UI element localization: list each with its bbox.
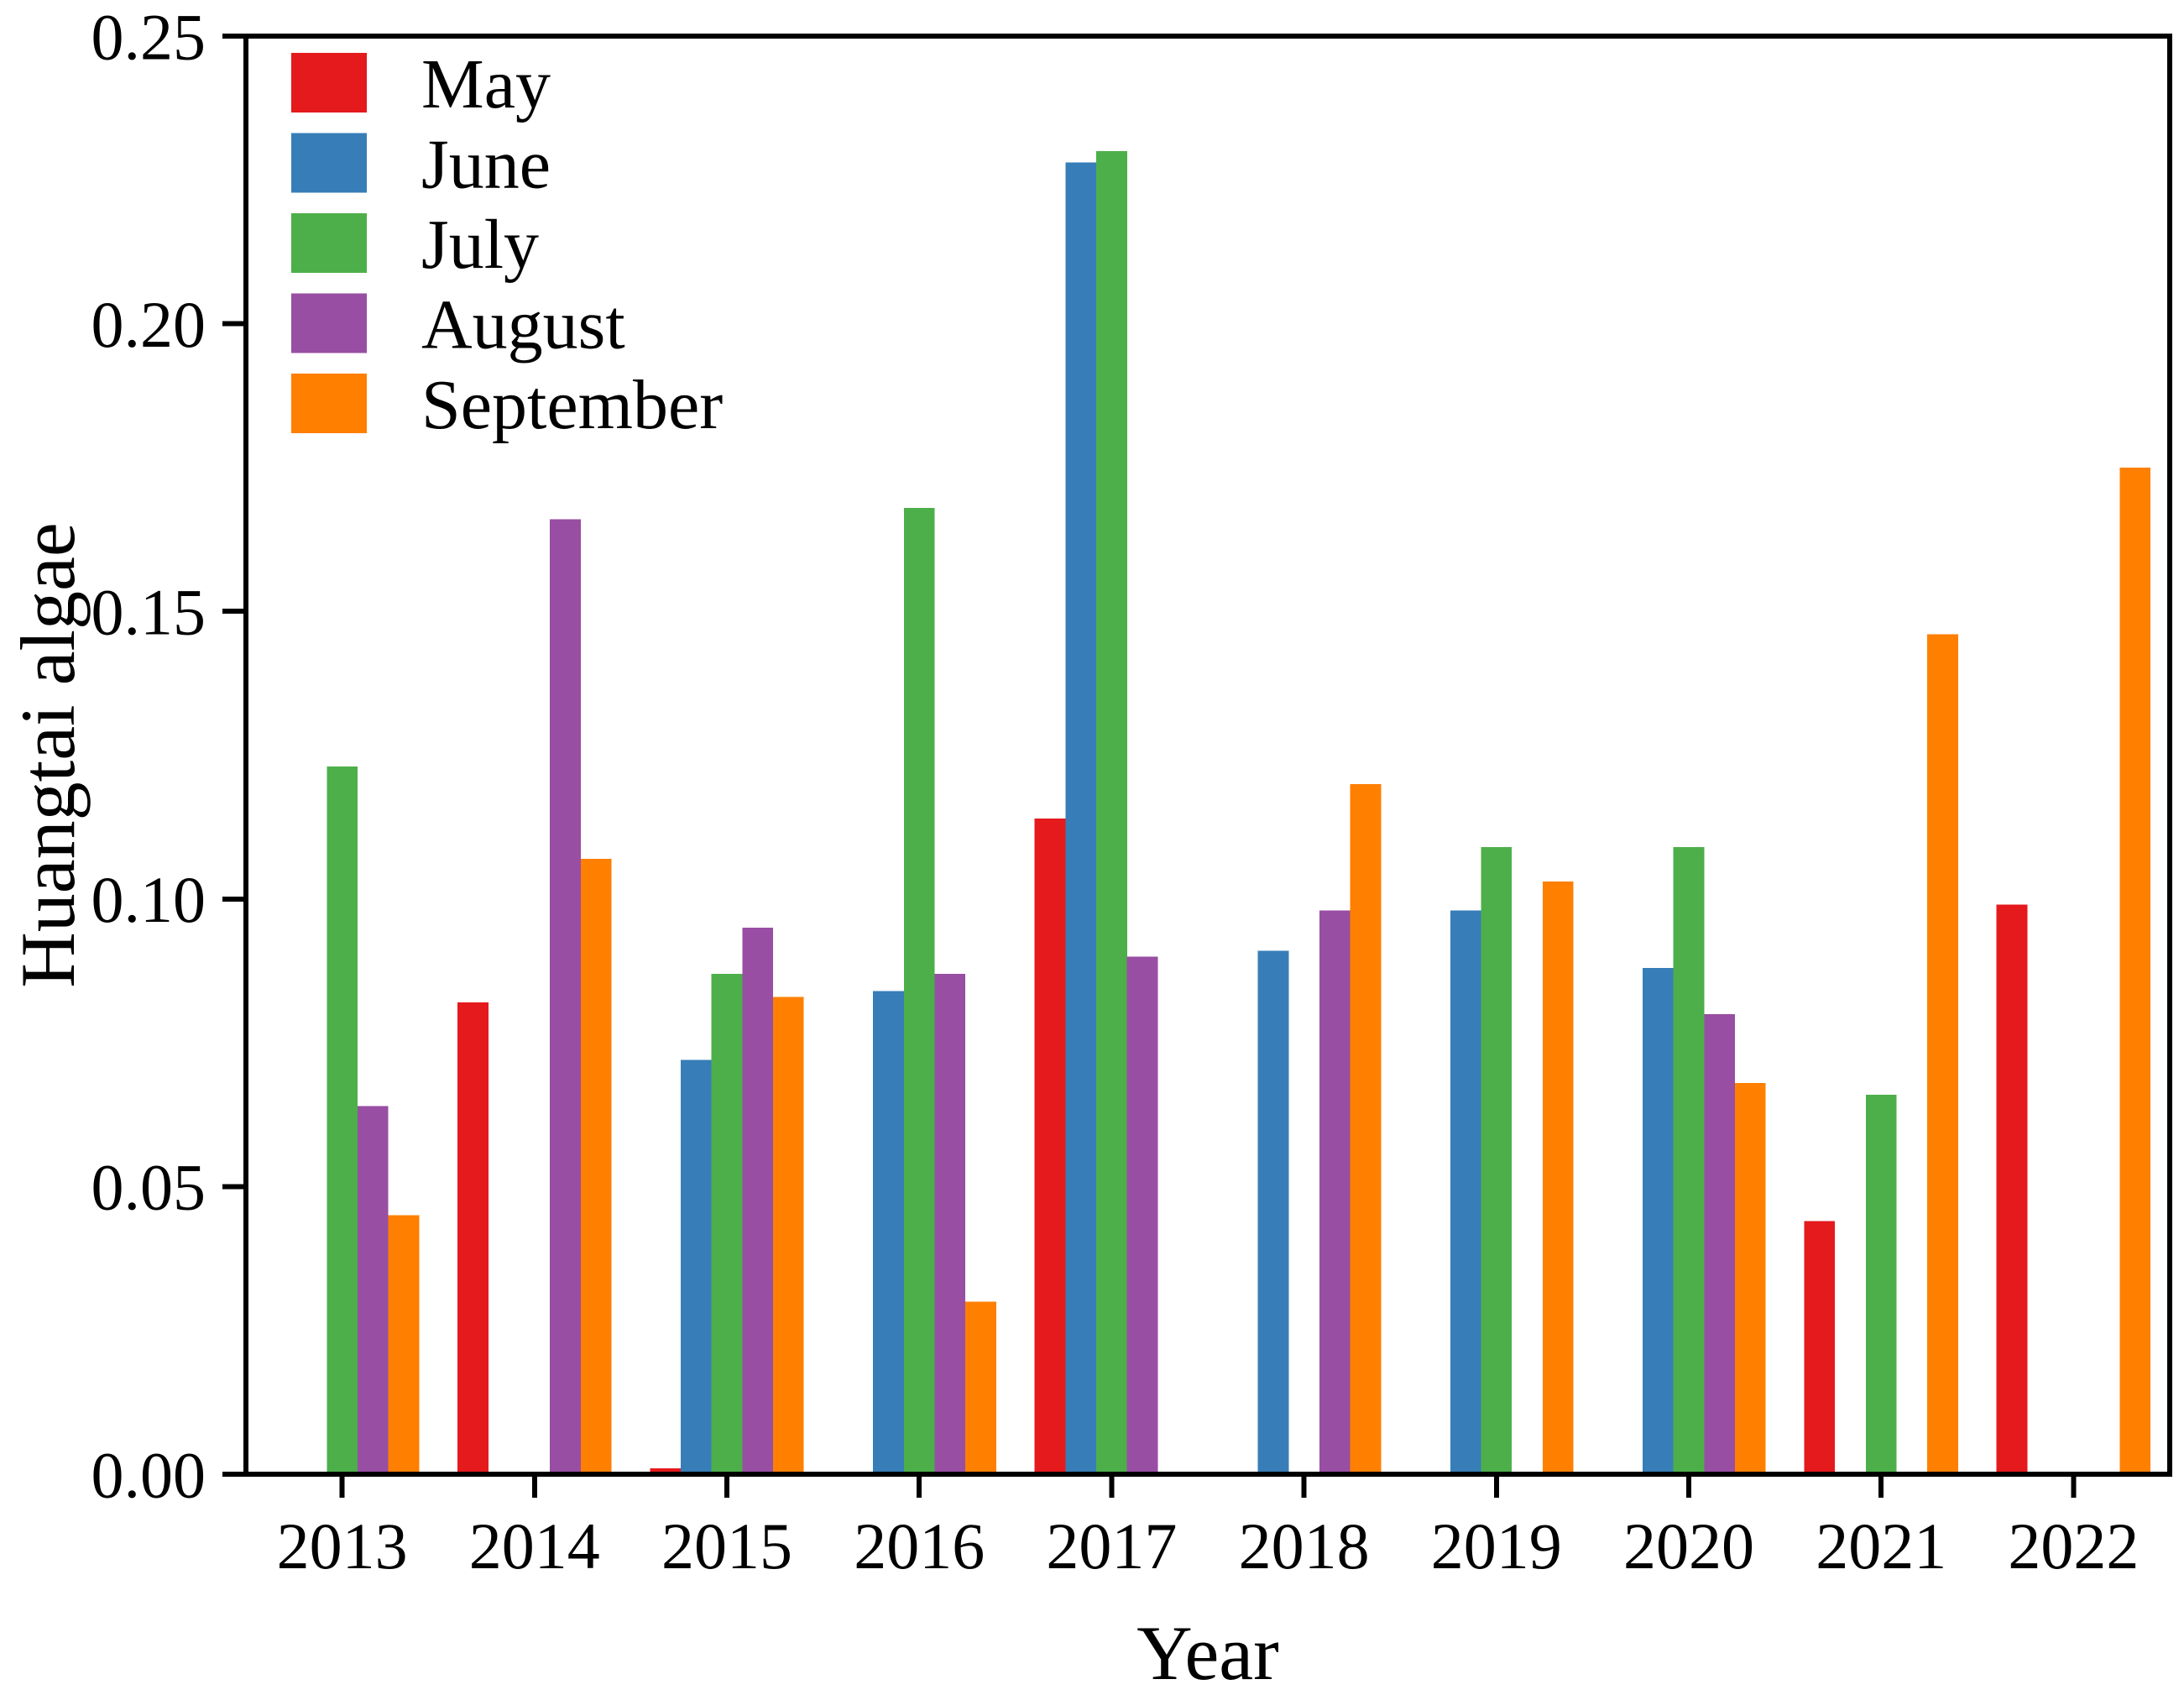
bar-june-2019	[1450, 910, 1481, 1474]
bar-july-2017	[1096, 151, 1127, 1474]
bar-june-2015	[681, 1059, 712, 1474]
bar-july-2021	[1865, 1094, 1897, 1474]
bar-august-2018	[1319, 910, 1351, 1474]
legend-label-july: July	[421, 206, 539, 284]
bar-may-2021	[1804, 1221, 1836, 1474]
y-tick-label-0.15: 0.15	[91, 576, 206, 649]
x-tick-label-2014: 2014	[469, 1509, 600, 1583]
bar-august-2013	[357, 1106, 389, 1474]
x-tick-label-2013: 2013	[277, 1509, 408, 1583]
legend-label-june: June	[421, 125, 551, 203]
bar-july-2020	[1673, 847, 1705, 1474]
bar-may-2022	[1996, 904, 2028, 1474]
bar-september-2015	[773, 997, 804, 1474]
bar-september-2022	[2119, 467, 2151, 1474]
x-tick-label-2020: 2020	[1623, 1509, 1754, 1583]
plot-border	[243, 34, 2172, 1477]
bar-august-2020	[1704, 1013, 1735, 1474]
y-axis-label: Huangtai algae	[5, 522, 91, 987]
bar-september-2019	[1542, 882, 1574, 1474]
x-axis-label: Year	[1136, 1610, 1279, 1695]
y-tick-label-0.20: 0.20	[91, 288, 206, 361]
x-tick-label-2018: 2018	[1239, 1509, 1370, 1583]
bar-july-2015	[711, 973, 743, 1474]
x-tick-label-2022: 2022	[2008, 1509, 2139, 1583]
bar-june-2016	[873, 991, 904, 1474]
bar-august-2015	[742, 928, 773, 1474]
bar-september-2014	[580, 858, 612, 1474]
bar-august-2017	[1126, 956, 1158, 1474]
legend-label-august: August	[421, 285, 625, 364]
bar-june-2017	[1065, 162, 1097, 1475]
x-tick-label-2015: 2015	[661, 1509, 792, 1583]
y-axis: 0.00 0.05 0.10 0.15 0.20 0.25	[91, 0, 246, 1511]
bar-september-2013	[388, 1215, 420, 1474]
bar-september-2016	[965, 1301, 996, 1474]
legend-swatch-september	[291, 374, 367, 433]
legend-swatch-june	[291, 133, 367, 193]
bar-july-2016	[903, 507, 935, 1474]
bar-september-2021	[1927, 634, 1958, 1474]
x-tick-label-2016: 2016	[854, 1509, 985, 1583]
x-axis: 2013 2014 2015 2016 2017 2018 2019 2020 2021 2022	[277, 1474, 2139, 1583]
x-tick-label-2017: 2017	[1046, 1509, 1177, 1583]
legend-swatch-july	[291, 213, 367, 273]
legend-swatch-may	[291, 53, 367, 112]
bar-may-2015	[650, 1468, 681, 1474]
bar-july-2019	[1481, 847, 1513, 1474]
bar-september-2020	[1735, 1083, 1766, 1474]
y-tick-label-0.00: 0.00	[91, 1438, 206, 1511]
x-tick-label-2021: 2021	[1816, 1509, 1946, 1583]
bar-may-2017	[1034, 818, 1066, 1474]
y-tick-label-0.10: 0.10	[91, 863, 206, 936]
bars-group	[327, 151, 2151, 1475]
y-tick-label-0.05: 0.05	[91, 1151, 206, 1224]
bar-june-2020	[1643, 968, 1674, 1474]
legend-swatch-august	[291, 293, 367, 353]
bar-september-2018	[1350, 783, 1382, 1474]
bar-august-2014	[550, 519, 581, 1474]
bar-june-2018	[1257, 950, 1289, 1474]
bar-may-2014	[457, 1002, 489, 1474]
bar-july-2013	[327, 766, 358, 1474]
legend-label-may: May	[421, 45, 551, 123]
x-tick-label-2019: 2019	[1431, 1509, 1562, 1583]
y-tick-label-0.25: 0.25	[91, 0, 206, 73]
bar-august-2016	[934, 973, 966, 1474]
legend-label-september: September	[421, 366, 723, 444]
